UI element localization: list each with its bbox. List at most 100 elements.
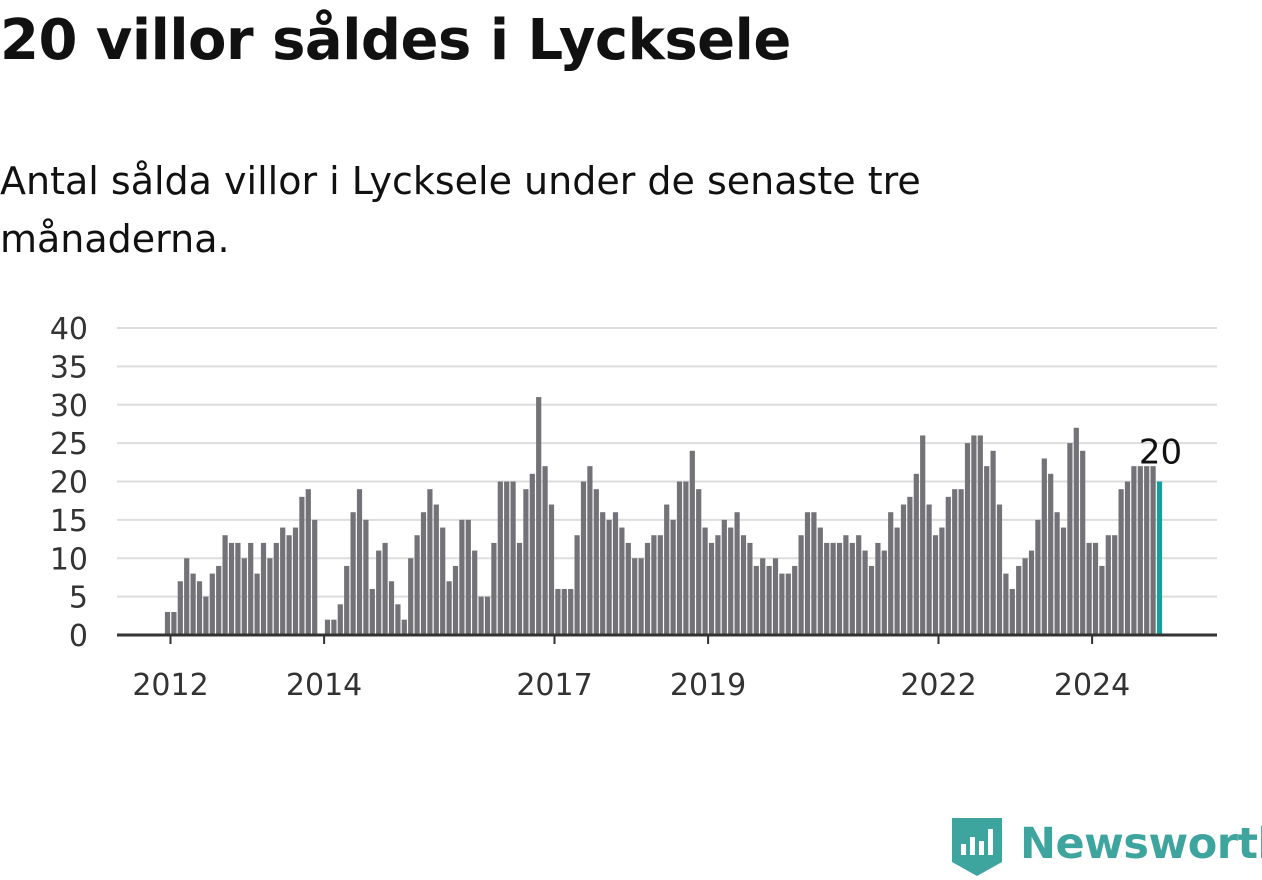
bar: [510, 481, 516, 635]
bar: [734, 512, 740, 635]
bar: [260, 542, 267, 635]
y-tick-label: 35: [50, 350, 88, 385]
bar: [836, 542, 843, 635]
bar: [1022, 558, 1028, 635]
bar: [273, 542, 279, 635]
bar: [446, 581, 452, 635]
bar: [401, 619, 407, 635]
bar: [344, 565, 350, 635]
bar: [702, 527, 708, 635]
bar: [395, 604, 401, 635]
x-tick-label: 2019: [670, 668, 746, 703]
bar: [657, 535, 663, 635]
bar: [952, 489, 958, 635]
bar: [926, 504, 932, 635]
bar: [382, 542, 388, 635]
bar: [728, 527, 734, 635]
last-value-label: 20: [1139, 433, 1182, 473]
x-tick-label: 2022: [900, 668, 976, 703]
bar: [484, 596, 491, 635]
bar: [555, 588, 561, 635]
bar: [945, 496, 951, 635]
bar: [523, 489, 529, 635]
bar: [427, 489, 433, 635]
bar: [708, 542, 715, 635]
chart-title: 20 villor såldes i Lycksele: [0, 8, 791, 73]
bar: [740, 535, 747, 635]
bar: [1035, 519, 1041, 635]
bar: [369, 588, 375, 635]
bar: [824, 542, 830, 635]
bar: [900, 504, 907, 635]
bar: [996, 504, 1003, 635]
bar: [760, 558, 766, 635]
bar: [356, 489, 363, 635]
bars: [164, 397, 1163, 635]
bar: [1150, 466, 1156, 635]
bar: [811, 512, 817, 635]
bar: [497, 481, 503, 635]
bar: [715, 535, 721, 635]
bar: [1137, 466, 1143, 635]
bar: [830, 542, 836, 635]
y-tick-label: 5: [69, 581, 88, 616]
bar: [529, 473, 535, 635]
bar: [971, 435, 977, 635]
bar: [574, 535, 580, 635]
bar: [1060, 527, 1067, 635]
bar: [977, 435, 983, 635]
bar: [606, 519, 612, 635]
bar: [689, 450, 695, 635]
bar: [612, 512, 619, 635]
bar: [414, 535, 420, 635]
bar: [804, 512, 811, 635]
bar: [881, 550, 887, 635]
bar: [280, 527, 286, 635]
bar: [164, 611, 171, 635]
bar: [1080, 450, 1086, 635]
bar: [862, 550, 868, 635]
bar: [779, 573, 785, 635]
bar: [664, 504, 670, 635]
bar: [587, 466, 593, 635]
bar: [254, 573, 260, 635]
y-tick-label: 30: [50, 389, 88, 424]
bar: [1016, 565, 1022, 635]
bar: [491, 542, 497, 635]
bar: [465, 519, 471, 635]
bar: [766, 565, 772, 635]
bar: [241, 558, 247, 635]
bar: [939, 527, 945, 635]
bar: [472, 550, 478, 635]
bar: [568, 588, 574, 635]
bar: [324, 619, 331, 635]
bar: [676, 481, 683, 635]
bar: [593, 489, 599, 635]
bar: [1131, 466, 1137, 635]
bar: [286, 535, 292, 635]
bar: [1086, 542, 1092, 635]
bar: [542, 466, 548, 635]
x-tick-label: 2014: [286, 668, 362, 703]
bar: [619, 527, 625, 635]
bar: [798, 535, 804, 635]
bar: [753, 565, 759, 635]
bar: [964, 443, 971, 635]
bar: [920, 435, 926, 635]
bar: [440, 527, 446, 635]
x-tick-label: 2017: [516, 668, 592, 703]
bar: [785, 573, 791, 635]
bar: [625, 542, 631, 635]
y-tick-label: 25: [50, 427, 88, 462]
x-tick-label: 2024: [1054, 668, 1130, 703]
bar: [856, 535, 862, 635]
bar: [747, 542, 753, 635]
bar: [1118, 489, 1124, 635]
bar: [292, 527, 299, 635]
bar: [190, 573, 196, 635]
bar: [388, 581, 395, 635]
bar: [1099, 565, 1105, 635]
highlight-bar: [1156, 481, 1163, 635]
bar: [651, 535, 657, 635]
